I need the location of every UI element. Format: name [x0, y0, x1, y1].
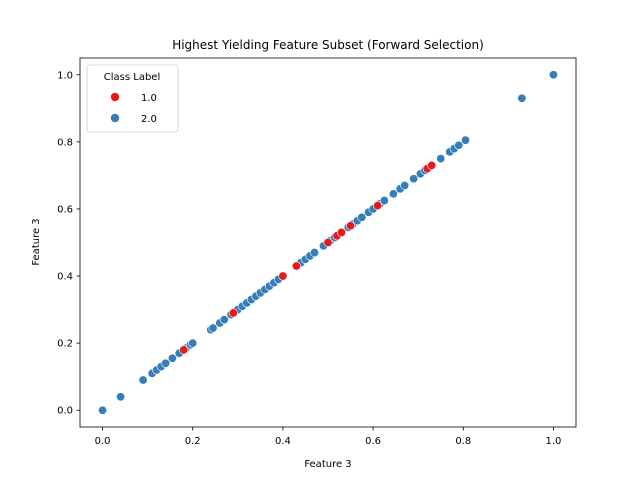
plot-area	[98, 70, 558, 415]
data-point	[116, 392, 126, 402]
data-point	[461, 135, 471, 145]
x-axis: 0.0 0.2 0.4 0.6 0.8 1.0	[95, 427, 562, 447]
y-tick-label: 0.8	[57, 137, 73, 148]
data-point	[548, 70, 558, 80]
data-point	[379, 196, 389, 206]
data-point	[219, 315, 229, 325]
data-point	[188, 338, 198, 348]
data-point	[278, 271, 288, 281]
data-point	[400, 180, 410, 190]
data-point	[454, 140, 464, 150]
y-tick-label: 0.0	[57, 406, 73, 417]
y-axis: 0.0 0.2 0.4 0.6 0.8 1.0	[57, 70, 80, 417]
y-tick-label: 1.0	[57, 70, 73, 81]
y-tick-label: 0.2	[57, 339, 73, 350]
x-tick-label: 0.2	[185, 436, 201, 447]
y-axis-title: Feature 3	[31, 218, 42, 265]
y-tick-label: 0.4	[57, 272, 73, 283]
data-point	[388, 189, 398, 199]
data-point	[427, 160, 437, 170]
series-class-1.0	[179, 160, 437, 355]
legend: Class Label 1.0 2.0	[86, 64, 179, 133]
x-tick-label: 1.0	[546, 436, 562, 447]
data-point	[436, 154, 446, 164]
legend-marker-class-1	[110, 92, 120, 102]
data-point	[373, 201, 383, 211]
legend-box	[86, 64, 179, 133]
data-point	[346, 221, 356, 231]
data-point	[138, 375, 148, 385]
data-point	[517, 93, 527, 103]
data-point	[167, 353, 177, 363]
legend-label-class-2: 2.0	[141, 114, 157, 125]
data-point	[357, 212, 367, 222]
x-tick-label: 0.8	[455, 436, 471, 447]
legend-title: Class Label	[104, 72, 160, 83]
legend-label-class-1: 1.0	[141, 93, 157, 104]
y-tick-label: 0.6	[57, 204, 73, 215]
data-point	[179, 345, 189, 355]
data-point	[228, 308, 238, 318]
x-tick-label: 0.0	[95, 436, 111, 447]
data-point	[161, 358, 171, 368]
x-tick-label: 0.6	[365, 436, 381, 447]
data-point	[208, 323, 218, 333]
data-point	[409, 174, 419, 184]
data-point	[323, 238, 333, 248]
chart-title: Highest Yielding Feature Subset (Forward…	[172, 38, 484, 52]
data-point	[98, 405, 108, 415]
axes-frame	[79, 57, 577, 428]
data-point	[291, 261, 301, 271]
data-point	[309, 248, 319, 258]
legend-marker-class-2	[110, 113, 120, 123]
x-axis-title: Feature 3	[304, 459, 351, 470]
data-point	[337, 227, 347, 237]
x-tick-label: 0.4	[275, 436, 291, 447]
